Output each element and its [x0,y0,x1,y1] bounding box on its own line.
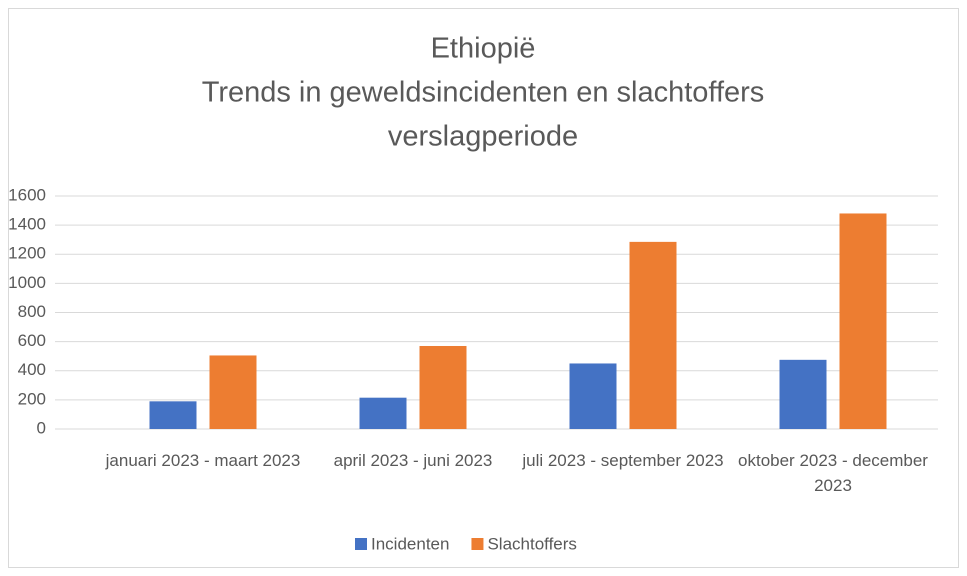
bar [629,241,677,429]
x-tick-label: april 2023 - juni 2023 [333,451,493,470]
bar [359,397,407,429]
x-tick-label: januari 2023 - maart 2023 [105,451,301,470]
y-tick-label: 1200 [8,244,46,263]
y-tick-label: 400 [18,360,46,379]
chart-title: verslagperiode [388,121,578,153]
chart-title: Ethiopië [431,33,536,65]
legend-label: Slachtoffers [487,534,576,553]
y-tick-label: 1000 [8,273,46,292]
bar [149,401,197,429]
bar [569,363,617,429]
legend-swatch [471,538,484,550]
chart-title: Trends in geweldsincidenten en slachtoff… [202,77,765,109]
x-tick-label: oktober 2023 - december 2023 [738,451,928,495]
y-tick-label: 800 [18,302,46,321]
x-tick-label: juli 2023 - september 2023 [522,451,724,470]
y-tick-label: 0 [37,418,46,437]
bar [209,355,257,429]
chart-border [8,8,959,568]
bar [419,345,467,429]
y-tick-label: 200 [18,389,46,408]
legend-swatch [355,538,367,550]
legend-label: Incidenten [371,534,449,553]
bar [779,359,827,429]
bar [839,213,887,429]
y-tick-label: 1400 [8,215,46,234]
y-tick-label: 600 [18,331,46,350]
y-tick-label: 1600 [8,185,46,204]
